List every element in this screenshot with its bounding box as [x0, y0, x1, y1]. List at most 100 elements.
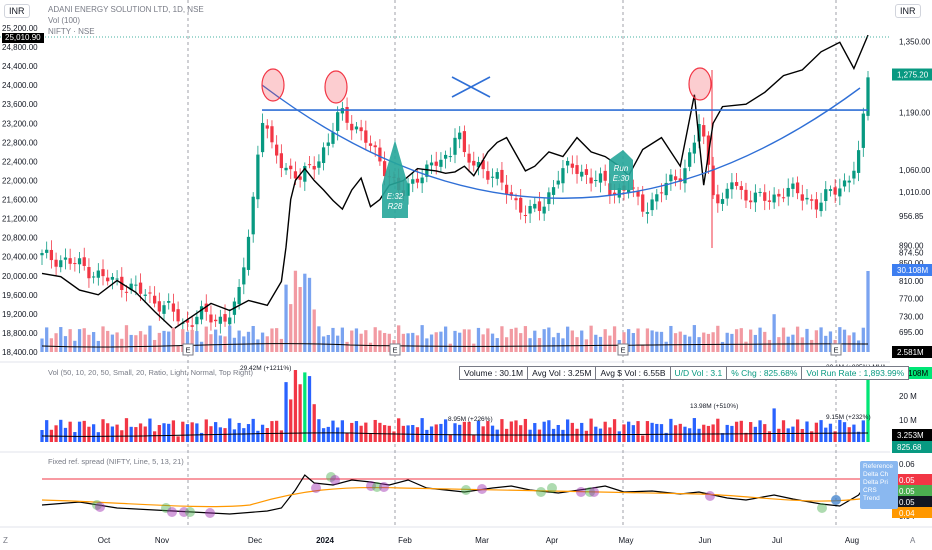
auto-scale-icon[interactable]: A — [910, 536, 916, 545]
volume-overlay-bar — [542, 329, 546, 352]
candle-body — [678, 178, 682, 182]
volume-overlay-bar — [612, 326, 617, 352]
volume-bar — [467, 421, 471, 442]
volume-bar — [711, 424, 715, 442]
left-axis-tick: 18,800.00 — [2, 329, 38, 338]
volume-overlay-bar — [354, 328, 359, 352]
volume-bar — [411, 425, 415, 442]
volume-bar — [373, 419, 377, 442]
volume-bar — [124, 418, 129, 442]
earnings-marker: E — [833, 346, 838, 355]
candle-body — [420, 177, 424, 184]
volume-bar — [143, 426, 147, 442]
candle-body — [429, 162, 434, 166]
volume-overlay-bar — [519, 333, 523, 352]
candle-body — [439, 159, 443, 167]
spread-axis-tick: 0.06 — [899, 460, 915, 469]
candle-body — [767, 200, 772, 202]
candle-body — [331, 132, 335, 144]
volume-overlay-bar — [504, 337, 509, 352]
volume-bar — [256, 430, 260, 442]
volume-bar — [767, 431, 772, 442]
volume-panel-avg-badge-bg — [892, 429, 932, 441]
volume-avg-line — [41, 343, 869, 348]
volume-overlay-bar — [810, 339, 814, 352]
volume-bar — [570, 422, 574, 442]
candle-body — [199, 306, 204, 320]
currency-selector-right[interactable]: INR — [895, 4, 921, 18]
candle-body — [260, 122, 265, 153]
volume-overlay-bar — [636, 328, 640, 352]
volume-bar — [59, 419, 63, 442]
volume-bar — [270, 421, 274, 442]
volume-overlay-bar — [795, 326, 800, 352]
volume-bar — [279, 430, 283, 442]
volume-overlay-bar — [659, 331, 664, 352]
right-axis-tick: 770.00 — [899, 295, 924, 304]
volume-bar — [181, 421, 185, 442]
volume-bar — [523, 418, 528, 442]
candle-body — [246, 236, 251, 270]
candle-body — [190, 325, 194, 327]
candle-body — [176, 309, 180, 322]
volume-overlay-bar — [523, 326, 528, 352]
volume-bar — [575, 428, 579, 442]
candle-body — [509, 192, 513, 196]
spread-panel-legend: Fixed ref. spread (NIFTY, Line, 5, 13, 2… — [48, 457, 184, 466]
right-axis-tick: 1,060.00 — [899, 166, 931, 175]
volume-indicator-label: Vol (100) — [48, 16, 81, 25]
left-axis-tick: 24,800.00 — [2, 43, 38, 52]
spread-signal-dot — [536, 487, 546, 497]
volume-overlay-bar — [720, 341, 725, 352]
volume-overlay-bar — [439, 331, 443, 352]
volume-bar — [490, 425, 495, 442]
volume-spike-label: 8.95M (+226%) — [448, 416, 493, 423]
volume-axis-tick: 10 M — [899, 416, 917, 425]
volume-overlay-bar — [561, 338, 565, 352]
volume-overlay-bar — [45, 327, 49, 352]
candle-body — [162, 305, 166, 314]
left-axis-tick: 20,000.00 — [2, 272, 38, 281]
candle-body — [566, 160, 570, 166]
volume-bar — [63, 427, 68, 442]
candle-body — [542, 206, 546, 214]
spread-signal-dot — [477, 484, 487, 494]
volume-bar — [317, 419, 321, 442]
volume-overlay-bar — [232, 337, 237, 352]
candle-body — [598, 173, 603, 183]
volume-overlay-bar — [115, 332, 119, 352]
candle-body — [45, 249, 49, 253]
volume-spike-label: 13.98M (+510%) — [690, 403, 738, 410]
candle-body — [298, 176, 302, 180]
volume-bar — [462, 421, 467, 442]
volume-overlay-bar — [702, 332, 706, 352]
spread-signal-dot — [161, 503, 171, 513]
candle-body — [345, 106, 349, 123]
candle-body — [781, 197, 786, 199]
volume-overlay-bar — [673, 333, 678, 352]
candle-body — [852, 170, 856, 179]
volume-bar — [275, 420, 279, 442]
timezone-icon[interactable]: Z — [3, 536, 8, 545]
candle-body — [143, 294, 147, 296]
volume-overlay-bar — [420, 325, 424, 352]
volume-overlay-bar — [467, 329, 471, 352]
candle-body — [683, 168, 687, 184]
volume-bar — [185, 424, 190, 442]
left-axis-tick: 24,000.00 — [2, 81, 38, 90]
candle-body — [828, 189, 833, 191]
volume-bar — [199, 432, 204, 442]
candle-body — [514, 198, 518, 201]
volume-overlay-bar — [800, 337, 804, 352]
volume-overlay-bar — [772, 314, 776, 352]
candle-body — [627, 189, 631, 194]
volume-panel-avg-line — [41, 432, 869, 437]
volume-bar — [791, 426, 795, 442]
volume-overlay-bar — [486, 328, 490, 352]
volume-bar — [378, 422, 382, 442]
volume-bar — [781, 420, 786, 442]
currency-selector-left[interactable]: INR — [4, 4, 30, 18]
volume-overlay-bar — [345, 341, 349, 352]
volume-overlay-bar — [378, 330, 382, 352]
